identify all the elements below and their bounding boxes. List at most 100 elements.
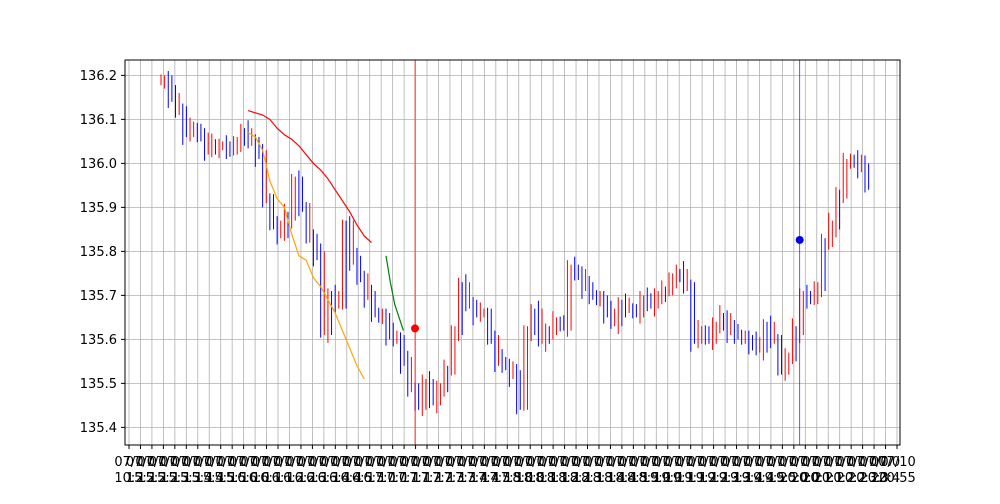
- x-tick-label-time: 16:1: [252, 471, 281, 486]
- x-tick-label-time: 16:5: [355, 471, 384, 486]
- y-tick-label: 135.8: [80, 245, 117, 260]
- x-tick-label-time: 17:3: [435, 471, 464, 486]
- x-tick-label-time: 16:4: [321, 471, 350, 486]
- x-tick-label-time: 19:1: [665, 471, 694, 486]
- x-tick-label-time: 19:1: [676, 471, 705, 486]
- x-tick-label-date: 07/0: [688, 455, 717, 470]
- x-tick-label-date: 07/0: [768, 455, 797, 470]
- y-tick-label: 135.4: [80, 421, 117, 436]
- x-tick-label-time: 17:2: [424, 471, 453, 486]
- series-line: [247, 110, 372, 244]
- x-tick-label-time: 10:2: [114, 471, 143, 486]
- x-tick-label-date: 07/0: [252, 455, 281, 470]
- x-tick-label-time: 18:0: [516, 471, 545, 486]
- x-tick-label-time: 16:1: [263, 471, 292, 486]
- x-tick-label-date: 07/0: [802, 455, 831, 470]
- x-tick-label-date: 07/0: [779, 455, 808, 470]
- x-tick-label-time: 18:5: [630, 471, 659, 486]
- x-tick-label-time: 18:4: [596, 471, 625, 486]
- y-axis: 135.4 135.5 135.6 135.7 135.8 135.9 136.0 136.1…: [80, 69, 125, 436]
- x-tick-label-date: 07/0: [504, 455, 533, 470]
- x-tick-label-date: 07/0: [149, 455, 178, 470]
- x-tick-label-date: 07/0: [561, 455, 590, 470]
- x-tick-label-time: 16:3: [298, 471, 327, 486]
- x-tick-label-time: 16:0: [229, 471, 258, 486]
- y-tick-label: 135.6: [80, 333, 117, 348]
- x-tick-label-time: 18:1: [539, 471, 568, 486]
- x-tick-label-time: 20:1: [802, 471, 831, 486]
- x-tick-label-date: 07/0: [676, 455, 705, 470]
- x-tick-label-date: 07/0: [653, 455, 682, 470]
- x-tick-label-date: 07/0: [309, 455, 338, 470]
- x-tick-label-time: 15:4: [195, 471, 224, 486]
- x-tick-label-date: 07/0: [630, 455, 659, 470]
- x-tick-label-time: 19:5: [768, 471, 797, 486]
- x-tick-label-date: 07/0: [195, 455, 224, 470]
- x-tick-label-time: 19:4: [733, 471, 762, 486]
- x-tick-label-time: 19:2: [688, 471, 717, 486]
- x-tick-label-date: 07/0: [240, 455, 269, 470]
- x-tick-label-date: 07/0: [447, 455, 476, 470]
- x-tick-label-date: 07/0: [573, 455, 602, 470]
- x-tick-label-time: 19:2: [699, 471, 728, 486]
- x-tick-label-time: 19:0: [653, 471, 682, 486]
- x-tick-label-date: 07/0: [619, 455, 648, 470]
- x-tick-label-date: 07/0: [321, 455, 350, 470]
- x-tick-label-date: 07/0: [286, 455, 315, 470]
- x-tick-label-time: 16:2: [275, 471, 304, 486]
- x-tick-label-date: 07/0: [172, 455, 201, 470]
- x-tick-label-time: 16:2: [286, 471, 315, 486]
- x-tick-label-date: 07/0: [126, 455, 155, 470]
- x-tick-label-time: 18:1: [527, 471, 556, 486]
- x-tick-label-time: 19:5: [756, 471, 785, 486]
- x-tick-label-time: 20:0: [791, 471, 820, 486]
- x-tick-label-date: 07/0: [745, 455, 774, 470]
- x-tick-label-date: 07/0: [401, 455, 430, 470]
- x-tick-label-date: 07/0: [550, 455, 579, 470]
- x-tick-label-date: 07/10: [878, 455, 915, 470]
- x-tick-label-date: 07/0: [183, 455, 212, 470]
- x-tick-label-date: 07/0: [825, 455, 854, 470]
- x-tick-label-date: 07/0: [527, 455, 556, 470]
- x-tick-label-date: 07/0: [367, 455, 396, 470]
- y-tick-label: 135.9: [80, 201, 117, 216]
- x-tick-label-time: 15:2: [126, 471, 155, 486]
- x-tick-label-date: 07/0: [218, 455, 247, 470]
- x-tick-label-date: 07/0: [859, 455, 888, 470]
- x-tick-label-time: 15:3: [172, 471, 201, 486]
- y-tick-label: 135.5: [80, 377, 117, 392]
- x-tick-label-date: 07/0: [160, 455, 189, 470]
- x-tick-label-time: 20:2: [825, 471, 854, 486]
- x-tick-label-time: 17:0: [378, 471, 407, 486]
- plot-frame: [124, 59, 901, 446]
- x-tick-label-time: 17:5: [481, 471, 510, 486]
- x-tick-label-time: 15:4: [183, 471, 212, 486]
- x-tick-label-date: 07/0: [642, 455, 671, 470]
- x-tick-label-time: 15:2: [137, 471, 166, 486]
- x-tick-label-date: 07/0: [378, 455, 407, 470]
- x-tick-label-time: 18:3: [584, 471, 613, 486]
- x-tick-label-time: 19:4: [745, 471, 774, 486]
- x-tick-label-date: 07/0: [516, 455, 545, 470]
- x-tick-label-date: 07/0: [607, 455, 636, 470]
- x-tick-label-date: 07/0: [275, 455, 304, 470]
- x-tick-label-time: 15:3: [160, 471, 189, 486]
- x-tick-label-time: 17:2: [412, 471, 441, 486]
- x-tick-label-time: 20:3: [848, 471, 877, 486]
- x-tick-label-date: 07/0: [355, 455, 384, 470]
- x-tick-label-date: 07/0: [848, 455, 877, 470]
- x-tick-label-time: 15:2: [149, 471, 178, 486]
- x-axis: 07/010:207/015:207/015:207/015:207/015:3…: [114, 445, 916, 486]
- x-tick-label-time: 20:3: [859, 471, 888, 486]
- x-tick-label-date: 07/0: [390, 455, 419, 470]
- x-tick-label-time: 18:2: [561, 471, 590, 486]
- x-tick-label-time: 19:0: [642, 471, 671, 486]
- x-tick-label-time: 20:55: [878, 471, 915, 486]
- x-tick-label-date: 07/0: [206, 455, 235, 470]
- x-tick-label-date: 07/0: [229, 455, 258, 470]
- x-tick-label-time: 18:4: [607, 471, 636, 486]
- x-tick-label-date: 07/0: [539, 455, 568, 470]
- x-tick-label-time: 16:5: [344, 471, 373, 486]
- signal-point: [795, 235, 804, 244]
